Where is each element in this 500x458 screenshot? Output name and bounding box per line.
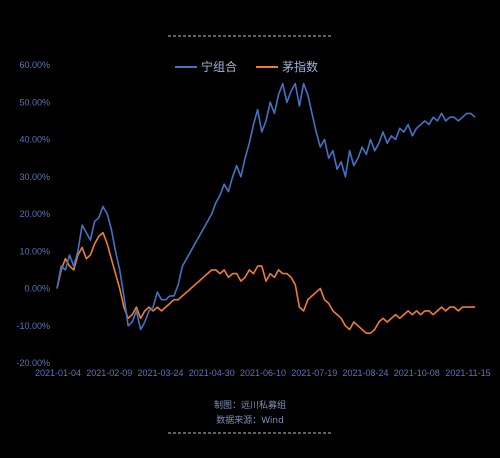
y-axis-ticks: 60.00% 50.00% 40.00% 30.00% 20.00% 10.00% 0.00…	[16, 60, 50, 368]
x-tick-label: 2021-01-04	[35, 368, 81, 378]
series-layer	[56, 82, 476, 334]
footer-credit: 制图：远川私募组	[214, 399, 286, 411]
x-tick-label: 2021-03-24	[137, 368, 183, 378]
x-tick-label: 2021-10-08	[394, 368, 440, 378]
legend-item-1: 宁组合	[175, 59, 237, 74]
x-tick-label: 2021-11-15	[445, 368, 490, 378]
series-line-1	[56, 82, 476, 331]
legend-label-2: 茅指数	[282, 59, 318, 74]
legend: 宁组合 茅指数	[175, 59, 318, 74]
legend-item-2: 茅指数	[256, 59, 318, 74]
legend-label-1: 宁组合	[201, 59, 237, 74]
footer-source: 数据来源：Wind	[216, 414, 284, 426]
y-tick-label: 50.00%	[19, 97, 50, 107]
x-axis-ticks: 2021-01-04 2021-02-09 2021-03-24 2021-04-30…	[35, 368, 491, 378]
x-tick-label: 2021-07-19	[291, 368, 337, 378]
y-tick-label: 20.00%	[19, 209, 50, 219]
series-line-2	[56, 231, 475, 334]
y-tick-label: 40.00%	[19, 135, 50, 145]
y-tick-label: 10.00%	[19, 246, 50, 256]
y-tick-label: 60.00%	[19, 60, 50, 70]
x-tick-label: 2021-06-10	[240, 368, 286, 378]
x-tick-label: 2021-02-09	[86, 368, 132, 378]
x-tick-label: 2021-08-24	[342, 368, 388, 378]
y-tick-label: 0.00%	[24, 284, 50, 294]
y-tick-label: 30.00%	[19, 172, 50, 182]
y-tick-label: -10.00%	[16, 321, 50, 331]
x-tick-label: 2021-04-30	[189, 368, 235, 378]
y-tick-label: -20.00%	[16, 358, 50, 368]
